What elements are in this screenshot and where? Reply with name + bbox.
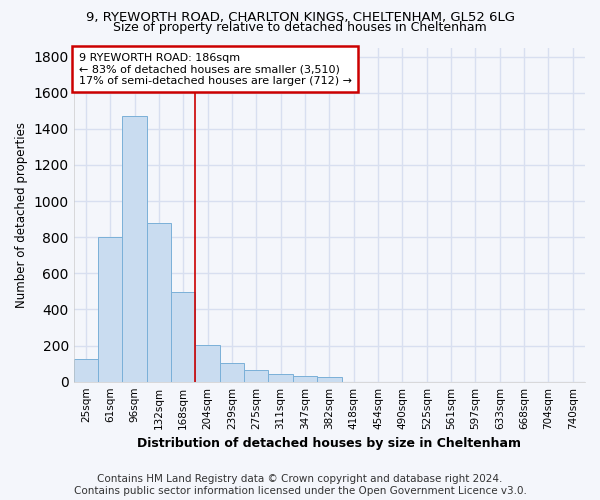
Text: 9 RYEWORTH ROAD: 186sqm
← 83% of detached houses are smaller (3,510)
17% of semi: 9 RYEWORTH ROAD: 186sqm ← 83% of detache… — [79, 52, 352, 86]
Bar — [171, 292, 196, 382]
Bar — [220, 362, 244, 382]
Text: 9, RYEWORTH ROAD, CHARLTON KINGS, CHELTENHAM, GL52 6LG: 9, RYEWORTH ROAD, CHARLTON KINGS, CHELTE… — [86, 11, 515, 24]
Text: Contains HM Land Registry data © Crown copyright and database right 2024.
Contai: Contains HM Land Registry data © Crown c… — [74, 474, 526, 496]
Bar — [98, 237, 122, 382]
Bar — [244, 370, 268, 382]
Bar — [122, 116, 147, 382]
Bar — [74, 359, 98, 382]
Bar — [268, 374, 293, 382]
Bar — [196, 344, 220, 382]
Bar — [293, 376, 317, 382]
Bar — [317, 377, 341, 382]
Text: Size of property relative to detached houses in Cheltenham: Size of property relative to detached ho… — [113, 21, 487, 34]
X-axis label: Distribution of detached houses by size in Cheltenham: Distribution of detached houses by size … — [137, 437, 521, 450]
Y-axis label: Number of detached properties: Number of detached properties — [15, 122, 28, 308]
Bar — [147, 222, 171, 382]
